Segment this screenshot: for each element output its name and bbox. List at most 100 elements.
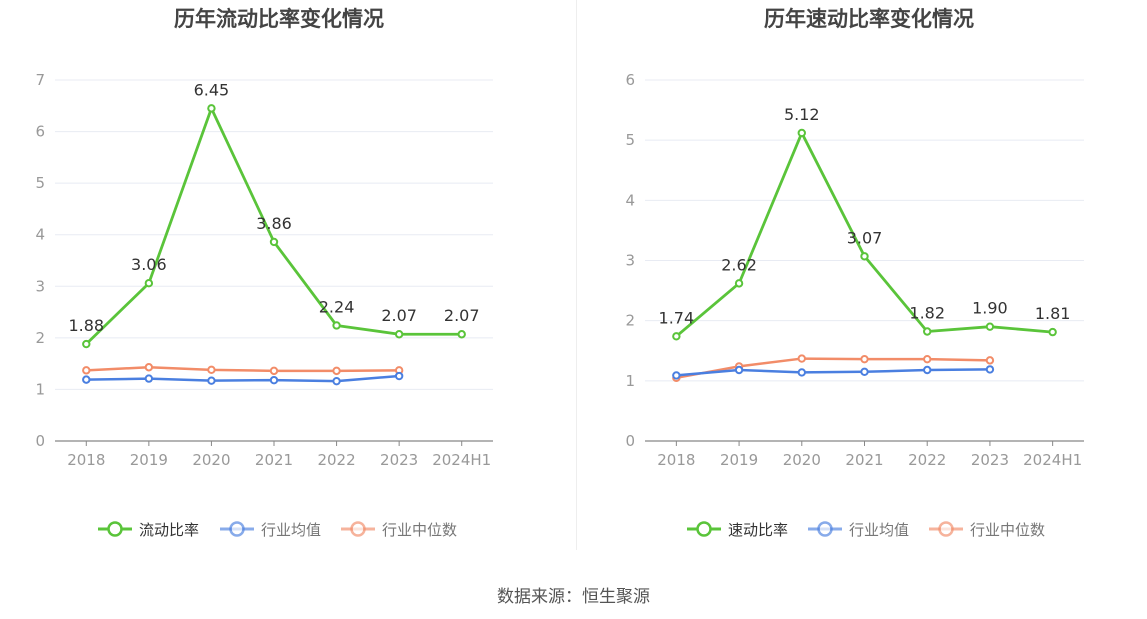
data-point [332,376,341,386]
y-tick-label: 6 [625,71,635,89]
legend-marker [817,521,833,537]
y-tick-label: 4 [35,226,45,244]
chart-title: 历年速动比率变化情况 [764,7,974,31]
x-tick-label: 2022 [317,451,355,469]
data-label: 2.24 [319,297,355,316]
x-tick-label: 2020 [783,451,821,469]
data-point [797,128,806,138]
legend-item[interactable]: 流动比率 [98,521,199,539]
x-tick-label: 2019 [130,451,168,469]
data-label: 1.88 [68,316,104,335]
legend-marker [350,521,366,537]
legend-label: 行业均值 [849,521,909,539]
data-label: 3.07 [847,228,883,247]
y-tick-label: 0 [625,432,635,450]
data-point [672,371,681,380]
series-line [676,368,990,377]
data-point [797,354,806,363]
data-point [394,371,404,381]
y-tick-label: 0 [35,432,45,450]
legend-marker [938,521,954,537]
data-point [82,375,91,384]
data-label: 2.07 [444,306,480,325]
x-tick-label: 2019 [720,451,758,469]
data-point [923,327,932,336]
chart-title: 历年流动比率变化情况 [174,7,384,31]
data-point [985,322,995,331]
data-point [82,366,91,375]
legend-label: 速动比率 [728,521,788,539]
data-point [332,321,341,330]
data-label: 1.81 [1035,304,1071,323]
y-tick-label: 2 [35,329,45,347]
data-point [207,104,216,113]
data-point [672,332,681,341]
legend-item[interactable]: 行业中位数 [929,521,1045,539]
data-point [207,376,216,385]
data-label: 6.45 [194,80,230,99]
data-label: 1.82 [909,303,945,322]
y-tick-label: 7 [35,71,45,89]
x-tick-label: 2023 [971,451,1009,469]
legend-marker [696,521,712,537]
x-tick-label: 2020 [192,451,230,469]
y-tick-label: 1 [625,372,635,390]
legend-label: 行业中位数 [970,521,1045,539]
data-point [985,356,995,365]
data-label: 1.90 [972,299,1008,318]
legend-marker [107,521,123,537]
data-label: 2.62 [721,255,757,274]
data-point [860,367,869,377]
x-tick-label: 2024H1 [432,451,491,469]
data-point [923,354,932,364]
legend-label: 流动比率 [139,521,199,539]
y-tick-label: 6 [35,123,45,141]
data-point [144,374,154,383]
y-tick-label: 3 [625,252,635,270]
legend-marker [229,521,245,537]
y-tick-label: 5 [625,131,635,149]
data-point [1048,327,1057,337]
legend-item[interactable]: 行业均值 [220,521,321,539]
data-point [332,366,341,376]
chart-divider [576,0,577,550]
data-point [207,365,216,375]
data-point [269,237,279,247]
data-point [394,330,404,339]
x-tick-label: 2021 [845,451,883,469]
data-point [860,354,869,364]
data-label: 5.12 [784,105,820,124]
legend-label: 行业中位数 [382,521,457,539]
data-point [797,368,806,377]
data-point [269,375,279,385]
x-tick-label: 2018 [657,451,695,469]
legend-item[interactable]: 速动比率 [687,521,788,539]
data-point [734,365,744,375]
x-tick-label: 2018 [67,451,105,469]
data-point [269,366,279,376]
data-point [144,363,154,372]
series-line [86,374,400,383]
legend-item[interactable]: 行业均值 [808,521,909,539]
x-tick-label: 2023 [380,451,418,469]
y-tick-label: 3 [35,277,45,295]
data-label: 1.74 [659,308,695,327]
data-point [923,365,932,375]
x-tick-label: 2021 [255,451,293,469]
series-line [86,366,400,373]
data-source-note: 数据来源：恒生聚源 [497,587,650,607]
data-label: 3.86 [256,214,292,233]
quick-ratio-chart: 历年速动比率变化情况 0 1 2 3 4 5 6 2018 2019 2020 2021 2022 202… [625,7,1084,539]
y-tick-label: 4 [625,191,635,209]
data-point [82,339,91,349]
data-point [457,330,466,339]
data-point [734,279,744,288]
y-tick-label: 2 [625,312,635,330]
y-tick-label: 1 [35,380,45,398]
data-point [860,252,869,261]
data-label: 2.07 [381,306,417,325]
current-ratio-chart: 历年流动比率变化情况 0 1 2 3 4 5 6 7 2018 2019 2020 2021 2022 20… [35,7,493,539]
x-tick-label: 2024H1 [1023,451,1082,469]
legend-label: 行业均值 [261,521,321,539]
legend-item[interactable]: 行业中位数 [341,521,457,539]
